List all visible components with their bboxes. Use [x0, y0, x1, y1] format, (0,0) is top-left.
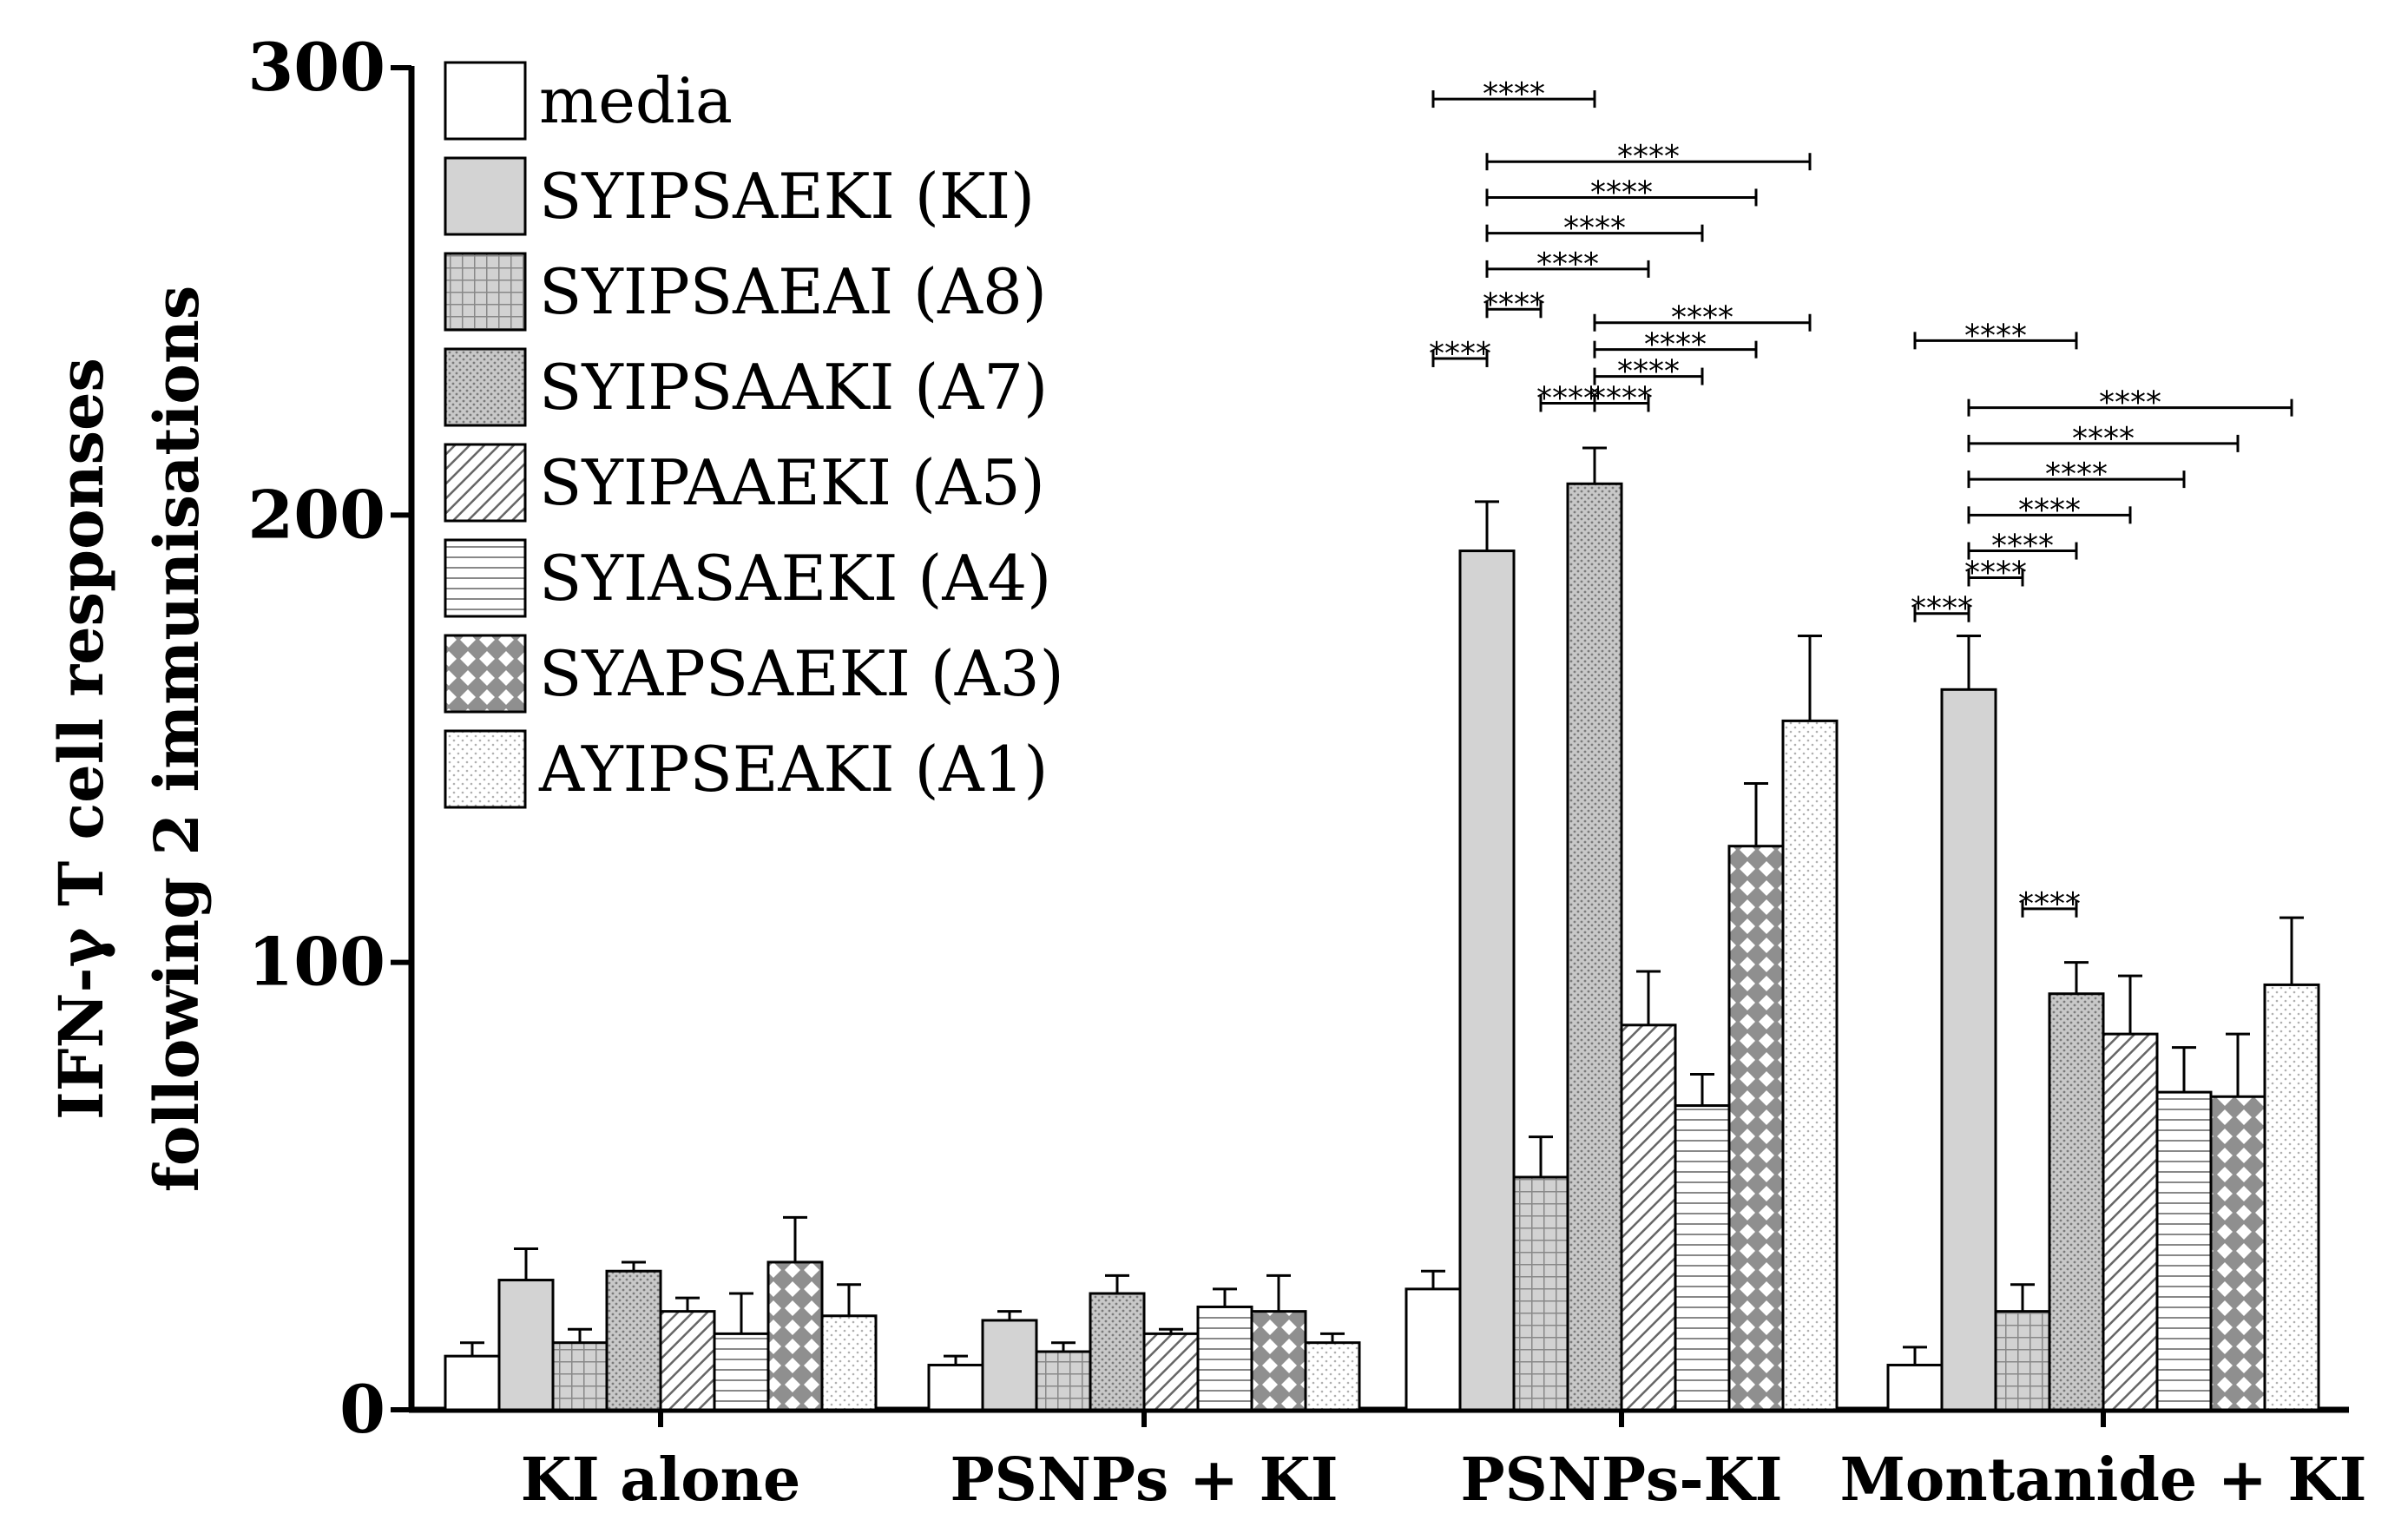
significance-label: ****: [2045, 457, 2108, 492]
bar-media: [927, 1363, 984, 1412]
bar-syipsaeki-ki: [497, 1279, 555, 1412]
legend-swatch-syipsaaki-a7: [444, 347, 527, 427]
x-tick-label: PSNPs + KI: [950, 1445, 1338, 1515]
bar-syipsaeki-ki: [1940, 688, 1997, 1412]
bar-media: [1886, 1363, 1944, 1412]
y-tick-label: 100: [247, 924, 385, 1001]
y-axis-title-line: IFN-γ T cell responses: [45, 358, 117, 1120]
legend-swatch-syipsaeki-ki: [444, 156, 527, 236]
y-tick-label: 300: [247, 29, 385, 106]
x-tick-label: PSNPs-KI: [1461, 1445, 1783, 1515]
error-bars: [460, 446, 2304, 1366]
bar-syiasaeki-a4: [1196, 1305, 1253, 1412]
significance-label: ****: [1617, 354, 1680, 390]
significance-label: ****: [1911, 591, 1973, 627]
bar-syipsaaki-a7: [2048, 992, 2105, 1412]
legend: media SYIPSAEKI (KI) SYIPSAEAI (A8) SYIPSAA…: [444, 61, 1064, 809]
significance-label: ****: [1483, 76, 1545, 112]
legend-swatch-syipsaeai-a8: [444, 252, 527, 332]
significance-label: ****: [1964, 318, 2027, 353]
bar-ayipseaki-a1: [2263, 983, 2320, 1412]
bar-syipsaeai-a8: [1994, 1310, 2051, 1412]
bar-syiasaeki-a4: [713, 1332, 770, 1412]
bar-syipsaeai-a8: [1512, 1175, 1569, 1412]
bar-syipaaeki-a5: [659, 1310, 716, 1412]
bar-syipsaeki-ki: [1458, 550, 1516, 1412]
bar-syipaaeki-a5: [1620, 1023, 1677, 1412]
significance-label: ****: [1429, 336, 1491, 372]
bar-syapsaeki-a3: [1250, 1310, 1307, 1412]
legend-swatch-syipaaeki-a5: [444, 443, 527, 523]
axes: 0 100 200 300 KI alone PSNPs + KI PSNPs-KI Mont…: [247, 29, 2366, 1515]
legend-label: SYAPSAEKI (A3): [539, 637, 1064, 710]
significance-label: ****: [1617, 139, 1680, 174]
significance-label: ****: [1536, 247, 1599, 282]
significance-label: ****: [1483, 286, 1545, 322]
legend-label: SYIASAEKI (A4): [539, 542, 1051, 615]
legend-swatch-ayipseaki-a1: [444, 729, 527, 809]
significance-label: ****: [1590, 174, 1653, 210]
significance-label: ****: [1590, 381, 1653, 417]
y-axis-title: IFN-γ T cell responses following 2 immuni…: [45, 286, 213, 1193]
significance-label: ****: [2072, 421, 2135, 457]
legend-label: SYIPSAEAI (A8): [539, 255, 1047, 328]
bar-syapsaeki-a3: [766, 1260, 824, 1412]
y-axis-title-line: following 2 immunisations: [141, 286, 213, 1193]
bar-syipsaeki-ki: [981, 1319, 1038, 1412]
bar-syipaaeki-a5: [1142, 1332, 1200, 1412]
bar-syiasaeki-a4: [1674, 1104, 1731, 1412]
bars: [444, 482, 2320, 1412]
bar-syiasaeki-a4: [2155, 1090, 2213, 1412]
y-tick-label: 200: [247, 476, 385, 553]
legend-label: SYIPAAEKI (A5): [539, 446, 1045, 519]
bar-media: [444, 1354, 501, 1412]
legend-label: media: [539, 64, 733, 137]
significance-label: ****: [1536, 381, 1599, 417]
bar-syipaaeki-a5: [2102, 1032, 2159, 1412]
bar-ayipseaki-a1: [820, 1314, 878, 1412]
x-tick-label: Montanide + KI: [1840, 1445, 2367, 1515]
significance-label: ****: [2018, 492, 2081, 528]
legend-swatch-media: [444, 61, 527, 141]
bar-syipsaeai-a8: [1035, 1350, 1092, 1412]
bar-ayipseaki-a1: [1781, 719, 1839, 1412]
significance-label: ****: [1563, 211, 1626, 247]
legend-label: SYIPSAEKI (KI): [539, 160, 1035, 233]
bar-syipsaaki-a7: [1089, 1292, 1146, 1412]
bar-syapsaeki-a3: [2209, 1095, 2266, 1412]
legend-swatch-syapsaeki-a3: [444, 634, 527, 714]
bar-syipsaaki-a7: [1566, 482, 1623, 1412]
y-tick-label: 0: [339, 1371, 385, 1448]
legend-label: AYIPSEAKI (A1): [538, 733, 1048, 806]
bar-syipsaeai-a8: [551, 1341, 609, 1412]
significance-label: ****: [1964, 555, 2027, 590]
significance-label: ****: [1671, 300, 1733, 336]
bar-ayipseaki-a1: [1304, 1341, 1361, 1412]
bar-syipsaaki-a7: [605, 1269, 662, 1412]
significance-label: ****: [1644, 327, 1707, 363]
legend-swatch-syiasaeki-a4: [444, 538, 527, 618]
significance-label: ****: [2099, 385, 2161, 421]
significance-brackets: ****************************************…: [1429, 76, 2293, 922]
significance-label: ****: [2018, 886, 2081, 922]
x-tick-label: KI alone: [521, 1445, 801, 1515]
bar-syapsaeki-a3: [1727, 845, 1785, 1412]
bar-media: [1405, 1287, 1462, 1412]
significance-label: ****: [1991, 529, 2054, 564]
legend-label: SYIPSAAKI (A7): [539, 351, 1048, 424]
